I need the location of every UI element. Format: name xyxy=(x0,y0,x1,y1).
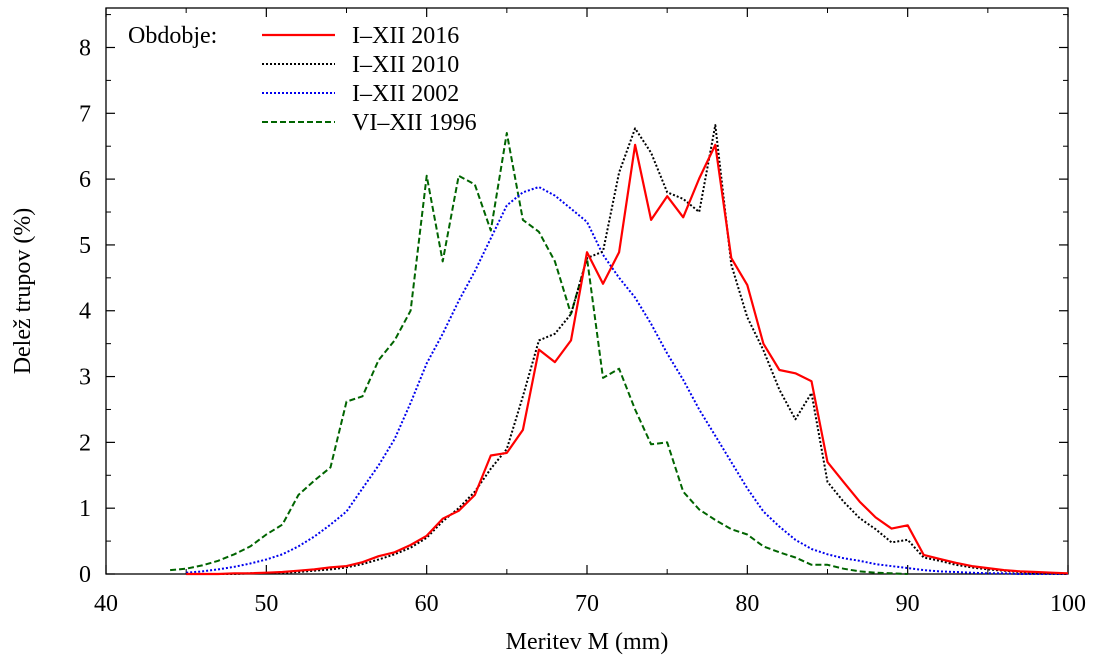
y-tick-label: 0 xyxy=(79,562,91,588)
series-line-0 xyxy=(186,143,1069,576)
legend-label-0: I–XII 2016 xyxy=(352,23,459,49)
series-line-3 xyxy=(170,132,908,575)
legend-label-1: I–XII 2010 xyxy=(352,52,459,78)
x-tick-label: 70 xyxy=(575,591,599,617)
legend: Obdobje: I–XII 2016 I–XII 2010 I–XII 2002 V… xyxy=(128,23,477,136)
legend-label-3: VI–XII 1996 xyxy=(352,110,477,136)
y-tick-label: 3 xyxy=(79,365,91,391)
y-axis-ticks: 0 1 2 3 4 5 6 7 8 xyxy=(79,14,1068,588)
plot-frame xyxy=(105,7,1069,575)
y-tick-label: 4 xyxy=(79,299,91,325)
x-tick-label: 50 xyxy=(254,591,278,617)
y-tick-label: 6 xyxy=(79,167,91,193)
series-lines xyxy=(170,124,1069,576)
series-line-2 xyxy=(186,186,1068,575)
x-axis-title: Meritev M (mm) xyxy=(506,629,669,655)
x-tick-label: 100 xyxy=(1050,591,1086,617)
y-tick-label: 1 xyxy=(79,496,91,522)
x-tick-label: 90 xyxy=(896,591,920,617)
legend-title: Obdobje: xyxy=(128,23,217,49)
y-tick-label: 5 xyxy=(79,233,91,259)
y-tick-label: 8 xyxy=(79,35,91,61)
y-axis-title: Delež trupov (%) xyxy=(10,208,36,375)
legend-label-2: I–XII 2002 xyxy=(352,81,459,107)
y-tick-label: 7 xyxy=(79,101,91,127)
y-tick-label: 2 xyxy=(79,430,91,456)
x-tick-label: 60 xyxy=(415,591,439,617)
x-axis-ticks: 40 50 60 70 80 90 100 xyxy=(94,8,1086,617)
x-tick-label: 40 xyxy=(94,591,118,617)
x-tick-label: 80 xyxy=(735,591,759,617)
